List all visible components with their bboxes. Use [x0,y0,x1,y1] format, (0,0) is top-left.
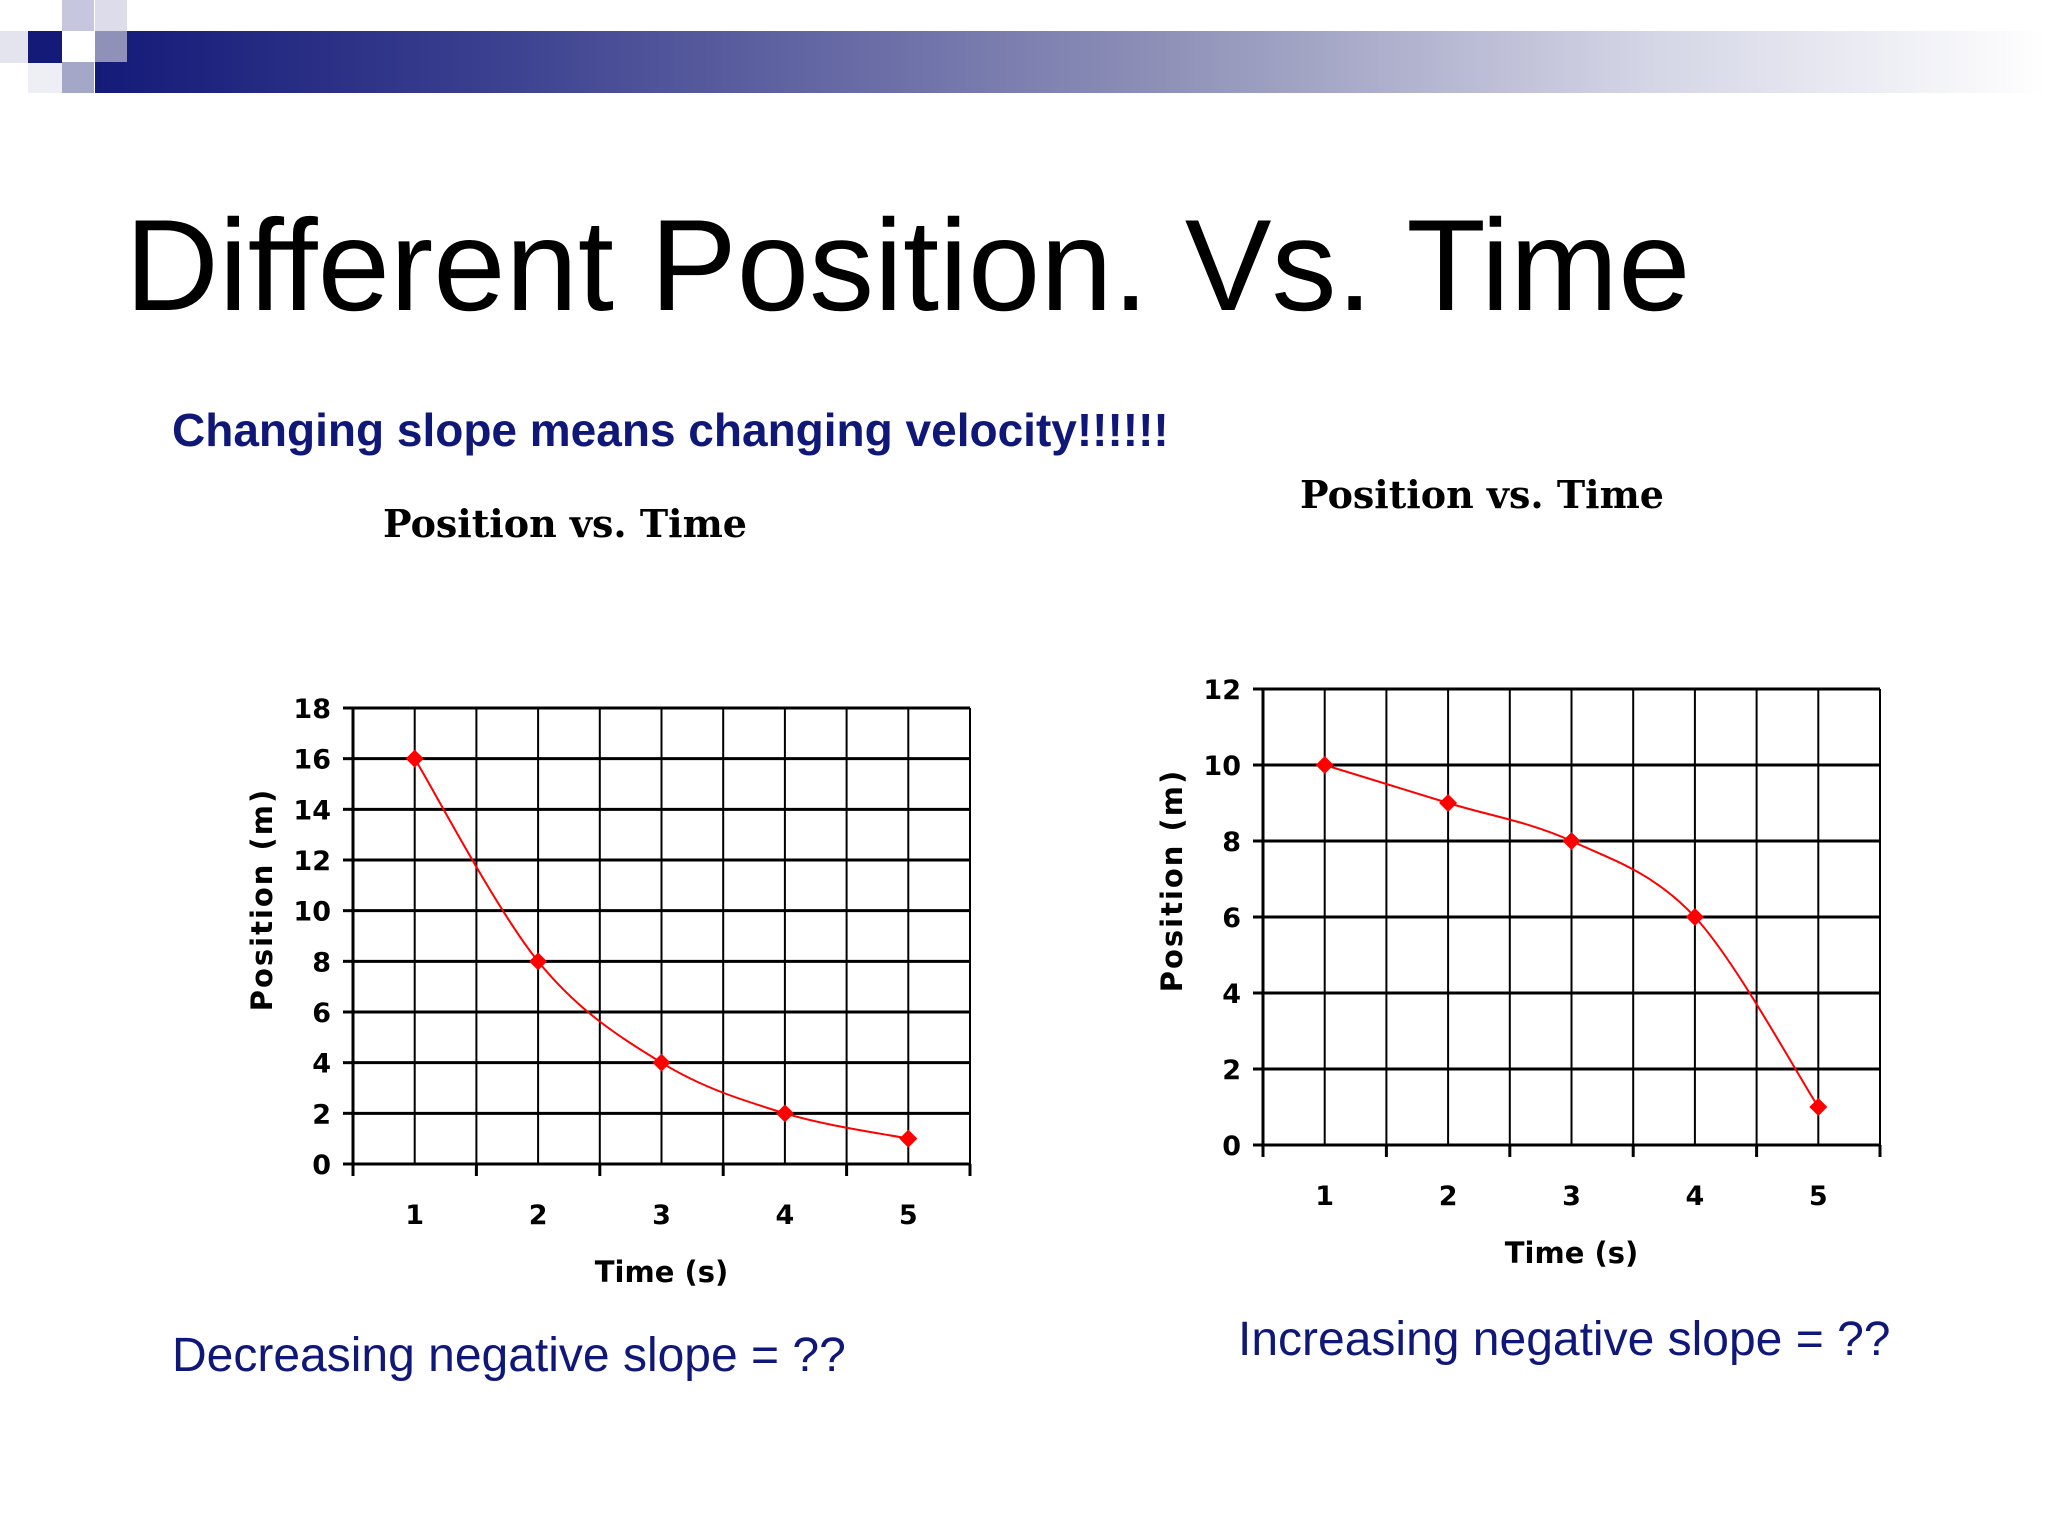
left-ytick-label: 6 [312,998,331,1029]
left-ytick-label: 10 [293,897,331,928]
right-ytick-label: 12 [1203,675,1241,706]
left-chart-title: Position vs. Time [383,501,747,546]
left-xtick-label: 3 [652,1200,671,1231]
left-data-point [405,749,424,768]
left-series-line [413,758,909,1140]
left-data-point [652,1053,671,1072]
right-ytick-label: 0 [1222,1131,1241,1162]
header-gradient-bar [95,31,2048,93]
header-square-mid-3 [62,62,94,93]
right-ytick-label: 4 [1222,979,1241,1010]
right-xtick-label: 5 [1809,1181,1828,1212]
caption-left: Decreasing negative slope = ?? [172,1329,846,1382]
right-xtick-label: 4 [1686,1181,1705,1212]
left-ytick-label: 16 [293,745,331,776]
right-x-axis-title: Time (s) [1505,1236,1638,1270]
right-data-point [1439,794,1458,812]
right-ytick-label: 2 [1222,1055,1241,1086]
right-ytick-label: 6 [1222,903,1241,934]
header-square-mid [95,0,127,31]
left-y-axis-title: Position (m) [245,788,279,1012]
left-data-point [529,952,548,971]
header-square-light-2 [0,31,28,63]
right-data-point [1809,1098,1828,1116]
left-ytick-label: 4 [312,1049,331,1080]
right-ytick-label: 10 [1203,751,1241,782]
left-ytick-label: 12 [293,846,331,877]
right-data-point [1685,908,1704,926]
right-xtick-label: 3 [1562,1181,1581,1212]
header-decoration [0,0,2048,120]
slide-title: Different Position. Vs. Time [125,192,1691,338]
left-xtick-label: 5 [899,1200,918,1231]
slide-subtitle: Changing slope means changing velocity!!… [172,404,1169,456]
left-ytick-label: 0 [312,1150,331,1181]
left-ytick-label: 2 [312,1099,331,1130]
left-xtick-label: 2 [529,1200,548,1231]
header-square-light-3 [28,63,62,93]
header-square-light [62,0,94,31]
right-ytick-label: 8 [1222,827,1241,858]
left-x-axis-title: Time (s) [595,1255,728,1289]
left-ytick-label: 8 [312,947,331,978]
right-chart-title: Position vs. Time [1300,472,1664,517]
right-xtick-label: 2 [1439,1181,1458,1212]
right-y-axis-title: Position (m) [1155,769,1189,993]
caption-right: Increasing negative slope = ?? [1238,1313,1891,1366]
header-square-mid-2 [95,31,127,62]
right-series-line [1324,764,1820,1108]
left-xtick-label: 1 [405,1200,424,1231]
header-square-dark [28,31,62,63]
left-xtick-label: 4 [776,1200,795,1231]
left-data-point [899,1129,918,1148]
right-data-point [1562,832,1581,850]
left-ytick-label: 14 [293,795,331,826]
left-data-point [775,1104,794,1123]
right-data-point [1315,756,1334,774]
left-ytick-label: 18 [293,694,331,725]
right-xtick-label: 1 [1315,1181,1334,1212]
